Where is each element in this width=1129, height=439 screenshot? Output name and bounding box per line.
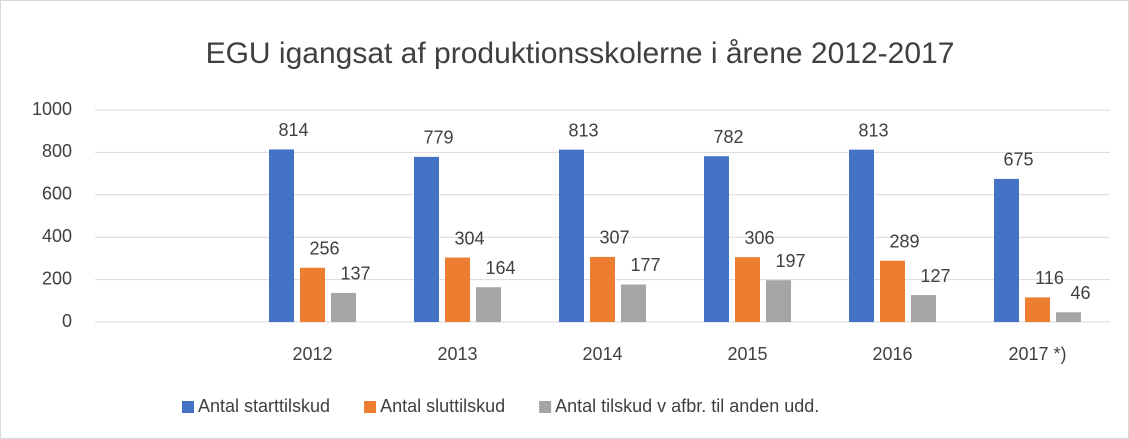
bar bbox=[621, 284, 646, 322]
legend-swatch bbox=[539, 401, 552, 413]
bar bbox=[1056, 312, 1081, 322]
y-tick-label: 400 bbox=[42, 226, 72, 246]
data-label: 814 bbox=[278, 120, 308, 140]
bar bbox=[880, 260, 905, 322]
legend-swatch bbox=[364, 401, 377, 413]
data-label: 177 bbox=[630, 255, 660, 275]
bar bbox=[911, 295, 936, 322]
data-label: 46 bbox=[1070, 283, 1090, 303]
x-tick-label: 2013 bbox=[437, 344, 477, 364]
bar bbox=[445, 257, 470, 322]
data-label: 164 bbox=[485, 258, 515, 278]
bar bbox=[1025, 297, 1050, 322]
chart-title: EGU igangsat af produktionsskolerne i år… bbox=[206, 37, 955, 70]
legend-label: Antal starttilskud bbox=[198, 396, 330, 416]
x-tick-label: 2017 *) bbox=[1008, 344, 1066, 364]
bar bbox=[735, 257, 760, 322]
x-tick-label: 2014 bbox=[582, 344, 622, 364]
x-tick-label: 2015 bbox=[727, 344, 767, 364]
legend-label: Antal tilskud v afbr. til anden udd. bbox=[555, 396, 819, 416]
bar bbox=[766, 280, 791, 322]
bar bbox=[331, 292, 356, 322]
data-label: 813 bbox=[858, 120, 888, 140]
bar bbox=[704, 156, 729, 322]
bar bbox=[994, 178, 1019, 322]
data-label: 127 bbox=[920, 266, 950, 286]
data-label: 197 bbox=[775, 251, 805, 271]
bar bbox=[414, 156, 439, 322]
x-tick-label: 2012 bbox=[292, 344, 332, 364]
data-label: 289 bbox=[889, 231, 919, 251]
y-tick-label: 200 bbox=[42, 268, 72, 288]
y-tick-label: 0 bbox=[62, 311, 72, 331]
y-tick-label: 1000 bbox=[32, 99, 72, 119]
y-tick-label: 600 bbox=[42, 184, 72, 204]
data-label: 782 bbox=[713, 127, 743, 147]
data-label: 306 bbox=[744, 228, 774, 248]
legend-label: Antal sluttilskud bbox=[380, 396, 505, 416]
data-label: 137 bbox=[340, 264, 370, 284]
x-tick-label: 2016 bbox=[872, 344, 912, 364]
data-label: 675 bbox=[1003, 150, 1033, 170]
data-label: 116 bbox=[1035, 268, 1064, 288]
bar bbox=[476, 287, 501, 322]
bar bbox=[269, 149, 294, 322]
bar bbox=[300, 267, 325, 322]
data-label: 813 bbox=[568, 120, 598, 140]
bar bbox=[849, 149, 874, 322]
bar bbox=[559, 149, 584, 322]
data-label: 304 bbox=[454, 228, 484, 248]
data-label: 307 bbox=[599, 228, 629, 248]
legend-swatch bbox=[182, 401, 194, 413]
data-label: 779 bbox=[423, 128, 453, 148]
y-tick-label: 800 bbox=[42, 141, 72, 161]
data-label: 256 bbox=[309, 238, 339, 258]
bar bbox=[590, 256, 615, 322]
